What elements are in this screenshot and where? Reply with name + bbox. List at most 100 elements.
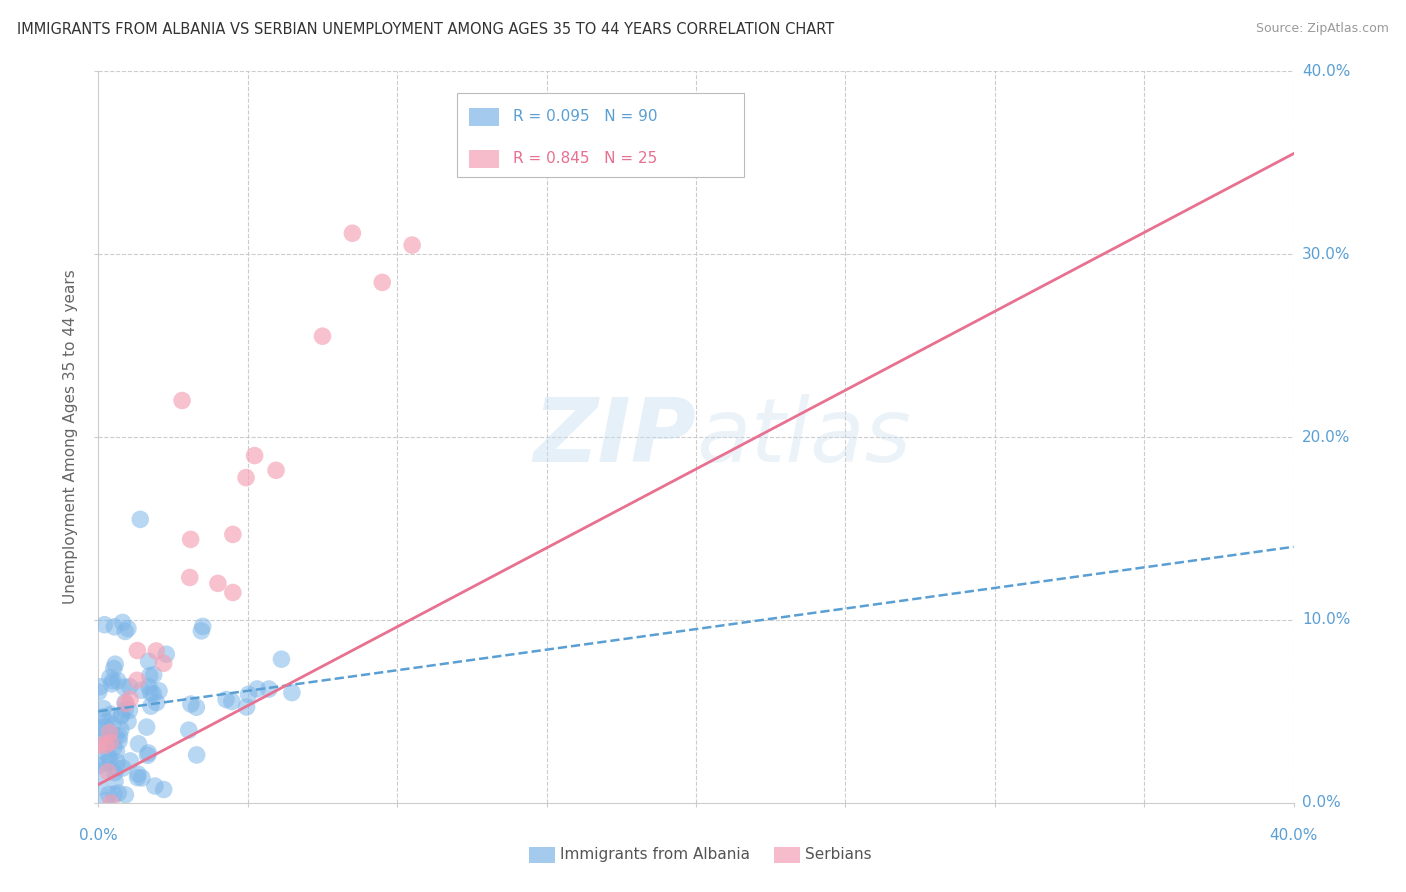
Point — [127, 767, 149, 781]
Point — [215, 692, 238, 706]
Point — [135, 720, 157, 734]
Point — [103, 620, 125, 634]
Point — [131, 771, 153, 785]
Point — [118, 680, 141, 694]
Point — [114, 697, 136, 711]
Point — [103, 787, 125, 801]
Point — [222, 585, 245, 599]
Point — [100, 733, 122, 747]
Point — [110, 708, 132, 723]
Point — [311, 329, 333, 343]
Text: 30.0%: 30.0% — [1302, 247, 1350, 261]
Point — [114, 624, 136, 639]
Bar — [773, 847, 800, 863]
Point — [90, 729, 112, 743]
Point — [100, 707, 122, 722]
Point — [136, 748, 159, 763]
Text: ZIP: ZIP — [533, 393, 696, 481]
Point — [270, 652, 292, 666]
Point — [90, 721, 112, 735]
Point — [143, 779, 166, 793]
Point — [401, 238, 423, 252]
Point — [100, 735, 122, 749]
Point — [207, 576, 229, 591]
Point — [139, 699, 162, 714]
Text: Serbians: Serbians — [804, 847, 872, 862]
Point — [114, 788, 136, 802]
Text: atlas: atlas — [696, 394, 911, 480]
Point — [98, 671, 121, 685]
Point — [91, 710, 114, 724]
Point — [94, 738, 117, 752]
Point — [172, 393, 194, 408]
FancyBboxPatch shape — [457, 94, 744, 178]
Point — [120, 692, 142, 706]
Point — [180, 533, 202, 547]
Point — [221, 694, 243, 708]
Point — [186, 747, 208, 762]
Point — [120, 754, 142, 768]
Point — [191, 619, 214, 633]
Bar — [529, 847, 555, 863]
Point — [96, 793, 118, 807]
Point — [148, 684, 170, 698]
Point — [104, 729, 127, 743]
Point — [246, 681, 269, 696]
Point — [104, 765, 127, 780]
Point — [103, 740, 125, 755]
Text: Source: ZipAtlas.com: Source: ZipAtlas.com — [1256, 22, 1389, 36]
Point — [235, 700, 257, 714]
Point — [142, 667, 165, 681]
Point — [105, 761, 128, 775]
Point — [97, 764, 120, 779]
Point — [238, 687, 260, 701]
Point — [94, 731, 117, 746]
Point — [235, 470, 257, 484]
Text: 10.0%: 10.0% — [1302, 613, 1350, 627]
Point — [105, 744, 128, 758]
Point — [111, 761, 134, 775]
Point — [107, 673, 129, 688]
Point — [117, 622, 139, 636]
Point — [186, 700, 208, 714]
Point — [107, 786, 129, 800]
Point — [142, 687, 165, 701]
Point — [138, 680, 160, 694]
Point — [152, 782, 174, 797]
Text: 40.0%: 40.0% — [1302, 64, 1350, 78]
Point — [94, 720, 117, 734]
Point — [139, 686, 162, 700]
Point — [138, 746, 160, 760]
Text: IMMIGRANTS FROM ALBANIA VS SERBIAN UNEMPLOYMENT AMONG AGES 35 TO 44 YEARS CORREL: IMMIGRANTS FROM ALBANIA VS SERBIAN UNEMP… — [17, 22, 834, 37]
Text: R = 0.095   N = 90: R = 0.095 N = 90 — [513, 110, 658, 124]
Point — [101, 673, 124, 688]
Y-axis label: Unemployment Among Ages 35 to 44 years: Unemployment Among Ages 35 to 44 years — [63, 269, 79, 605]
Point — [129, 512, 152, 526]
Point — [93, 617, 115, 632]
Point — [180, 697, 202, 711]
Point — [96, 714, 118, 729]
Point — [89, 739, 111, 753]
Point — [131, 683, 153, 698]
Point — [93, 701, 115, 715]
Point — [114, 696, 136, 710]
Point — [110, 723, 132, 737]
Point — [87, 685, 110, 699]
Point — [112, 680, 135, 694]
Point — [94, 745, 117, 759]
Point — [281, 685, 304, 699]
Point — [152, 657, 174, 671]
Point — [108, 734, 131, 748]
Point — [97, 748, 120, 763]
Text: Immigrants from Albania: Immigrants from Albania — [560, 847, 749, 862]
Point — [145, 696, 167, 710]
Point — [371, 276, 394, 290]
Point — [190, 624, 212, 638]
Point — [138, 654, 160, 668]
Point — [104, 657, 127, 672]
Text: R = 0.845   N = 25: R = 0.845 N = 25 — [513, 152, 658, 167]
Point — [222, 527, 245, 541]
Point — [101, 718, 124, 732]
Point — [87, 758, 110, 772]
Text: 0.0%: 0.0% — [1302, 796, 1340, 810]
